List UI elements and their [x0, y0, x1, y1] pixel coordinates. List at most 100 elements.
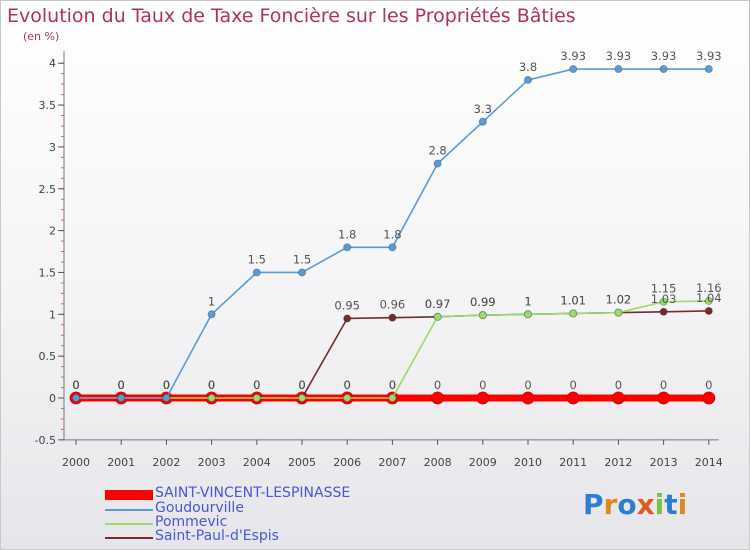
- legend-item-saint-paul: Saint-Paul-d'Espis: [105, 528, 405, 546]
- data-label: 0: [298, 378, 305, 392]
- data-point: [478, 311, 487, 320]
- data-label: 0: [118, 378, 125, 392]
- y-tick-label: 4: [49, 57, 56, 70]
- data-label: 0: [72, 378, 79, 392]
- x-tick-label: 2002: [152, 456, 180, 469]
- data-point: [478, 117, 487, 126]
- data-point: [657, 391, 670, 405]
- data-label: 0: [163, 378, 170, 392]
- y-tick-label: 3: [49, 141, 56, 154]
- data-label: 0: [118, 378, 125, 392]
- data-label: 3.8: [519, 60, 537, 74]
- data-label: 1.5: [248, 252, 266, 266]
- logo-letter: o: [617, 488, 637, 521]
- y-tick-label: 2.5: [39, 183, 57, 196]
- data-label: 0: [208, 378, 215, 392]
- y-tick-label: 2: [49, 225, 56, 238]
- data-point: [252, 268, 261, 277]
- legend-swatch: [105, 523, 153, 525]
- data-point: [343, 243, 352, 252]
- data-point: [569, 309, 578, 318]
- data-point: [612, 391, 625, 405]
- x-tick-label: 2012: [604, 456, 632, 469]
- data-label: 1.5: [293, 252, 311, 266]
- data-point: [566, 391, 580, 405]
- y-tick-label: 1: [49, 308, 56, 321]
- data-label: 0: [163, 378, 170, 392]
- data-label: 0.97: [425, 297, 451, 311]
- data-label: 0: [298, 378, 305, 392]
- data-label: 0: [208, 378, 215, 392]
- data-label: 0: [208, 378, 215, 392]
- data-label: 0: [660, 378, 667, 392]
- data-point: [207, 393, 216, 402]
- data-label: 0: [570, 378, 577, 392]
- data-label: 1: [524, 294, 531, 308]
- data-label: 0: [434, 378, 441, 392]
- data-label: 1.15: [651, 282, 677, 296]
- data-label: 3.93: [606, 49, 632, 63]
- legend-item-saint-vincent: SAINT-VINCENT-LESPINASSE: [105, 485, 405, 503]
- data-point: [207, 310, 216, 319]
- data-label: 0: [479, 378, 486, 392]
- data-label: 0.99: [470, 295, 496, 309]
- data-label: 3.93: [651, 49, 677, 63]
- data-point: [343, 393, 352, 402]
- data-label: 1.8: [338, 227, 356, 241]
- x-tick-label: 2014: [695, 456, 723, 469]
- x-tick-label: 2003: [198, 456, 226, 469]
- data-point: [704, 306, 713, 315]
- data-label: 0.95: [334, 298, 360, 312]
- data-label: 0: [72, 378, 79, 392]
- data-label: 0: [344, 378, 351, 392]
- chart-data-labels: 0 0 0 0 0 0 0 0 0 0 0 0 0 0 00 0 011.5 1.51.8 1.82.83.33.8…: [72, 49, 721, 392]
- data-point: [614, 65, 623, 74]
- data-point: [524, 310, 533, 319]
- legend-label: Pommevic: [155, 514, 228, 530]
- logo-letter: x: [636, 488, 655, 521]
- data-label: 2.8: [428, 144, 446, 158]
- data-label: 1.8: [383, 227, 401, 241]
- series-goudourville: [72, 65, 713, 402]
- logo-letter: r: [603, 488, 618, 521]
- data-label: 0: [253, 378, 260, 392]
- data-point: [704, 296, 713, 305]
- x-tick-label: 2013: [650, 456, 678, 469]
- data-label: 1.01: [560, 293, 586, 307]
- legend-swatch: [105, 509, 153, 511]
- proxiti-logo: Proxiti: [583, 488, 687, 521]
- data-point: [659, 297, 668, 306]
- data-label: 1: [524, 294, 531, 308]
- y-tick-label: 0: [49, 392, 56, 405]
- data-label: 0: [72, 378, 79, 392]
- data-label: 0: [344, 378, 351, 392]
- data-point: [388, 393, 397, 402]
- x-tick-label: 2009: [469, 456, 497, 469]
- legend-item-goudourville: Goudourville: [105, 500, 405, 518]
- data-label: 0.99: [470, 295, 496, 309]
- data-label: 1.02: [606, 293, 632, 307]
- data-label: 0: [72, 378, 79, 392]
- data-label: 0: [705, 378, 712, 392]
- data-point: [704, 65, 713, 74]
- y-tick-label: 3.5: [39, 99, 57, 112]
- data-label: 3.3: [474, 102, 492, 116]
- data-label: 1.01: [560, 293, 586, 307]
- data-point: [252, 393, 261, 402]
- data-point: [433, 312, 442, 321]
- data-point: [431, 391, 445, 405]
- chart-axes: -0.5 0 0.5 1 1.5 2 2.5 3 3.5 4 2000 2001 2002 2003 200…: [35, 51, 723, 469]
- data-point: [162, 393, 171, 402]
- data-label: 0: [524, 378, 531, 392]
- data-label: 0: [163, 378, 170, 392]
- x-tick-label: 2010: [514, 456, 542, 469]
- data-label: 0: [615, 378, 622, 392]
- y-tick-label: 1.5: [39, 266, 57, 279]
- y-tick-label: -0.5: [35, 434, 56, 447]
- chart-series: [69, 65, 716, 405]
- x-tick-label: 2007: [378, 456, 406, 469]
- data-label: 1.04: [696, 291, 722, 305]
- legend-label: Saint-Paul-d'Espis: [155, 528, 279, 544]
- data-point: [521, 391, 535, 405]
